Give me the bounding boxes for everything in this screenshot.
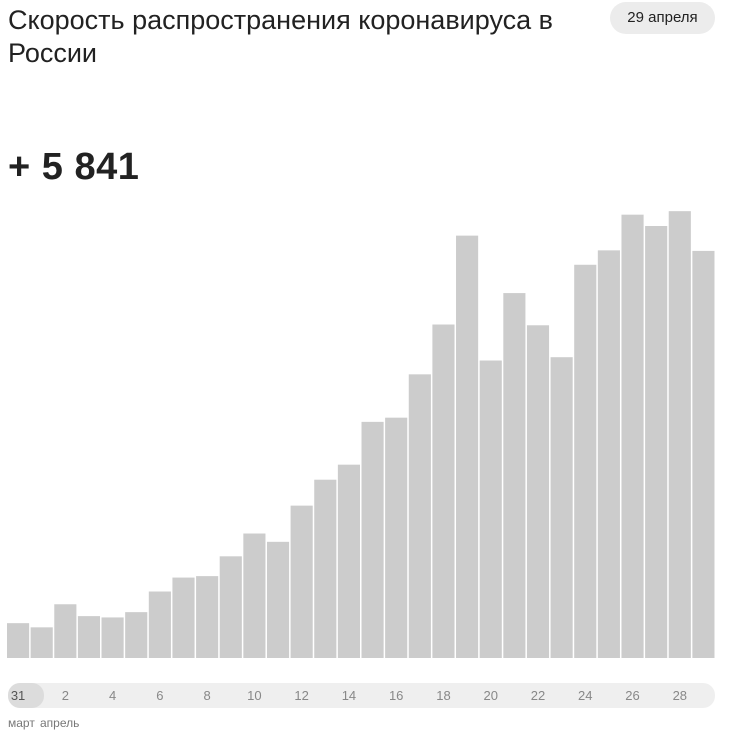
bar-8[interactable] bbox=[196, 576, 219, 658]
bar-26[interactable] bbox=[621, 214, 644, 658]
bar-15[interactable] bbox=[361, 421, 384, 658]
bar-7[interactable] bbox=[172, 577, 195, 658]
bar-18[interactable] bbox=[432, 324, 455, 659]
bar-2[interactable] bbox=[54, 604, 77, 658]
bar-11[interactable] bbox=[266, 541, 290, 658]
bar-16[interactable] bbox=[385, 417, 408, 658]
bar-28[interactable] bbox=[668, 211, 691, 659]
bar-27[interactable] bbox=[645, 226, 668, 658]
timeline-scrubber-handle[interactable] bbox=[8, 683, 44, 708]
bar-29[interactable] bbox=[692, 250, 715, 658]
bar-31[interactable] bbox=[7, 623, 30, 658]
bar-4[interactable] bbox=[101, 617, 124, 658]
bar-17[interactable] bbox=[408, 374, 431, 658]
bar-1[interactable] bbox=[30, 627, 53, 658]
bar-6[interactable] bbox=[148, 591, 171, 658]
chart-title: Скорость распространения коронавируса в … bbox=[8, 5, 554, 68]
bar-23[interactable] bbox=[550, 357, 573, 658]
bar-9[interactable] bbox=[219, 556, 242, 658]
month-label-march: март bbox=[8, 716, 35, 730]
bar-13[interactable] bbox=[314, 479, 337, 658]
month-label-april: апрель bbox=[40, 716, 80, 730]
bar-14[interactable] bbox=[337, 464, 360, 658]
date-badge[interactable]: 29 апреля bbox=[610, 2, 715, 34]
bar-12[interactable] bbox=[290, 505, 313, 658]
bar-19[interactable] bbox=[456, 235, 479, 658]
bar-22[interactable] bbox=[526, 325, 550, 658]
bar-21[interactable] bbox=[503, 293, 526, 658]
bar-20[interactable] bbox=[479, 360, 502, 658]
daily-increase-value: + 5 841 bbox=[8, 146, 140, 188]
bar-24[interactable] bbox=[574, 264, 597, 658]
timeline-scrubber[interactable] bbox=[8, 683, 715, 708]
bar-5[interactable] bbox=[125, 612, 148, 658]
bar-25[interactable] bbox=[597, 250, 620, 658]
bar-10[interactable] bbox=[243, 533, 266, 658]
bar-3[interactable] bbox=[77, 616, 101, 658]
